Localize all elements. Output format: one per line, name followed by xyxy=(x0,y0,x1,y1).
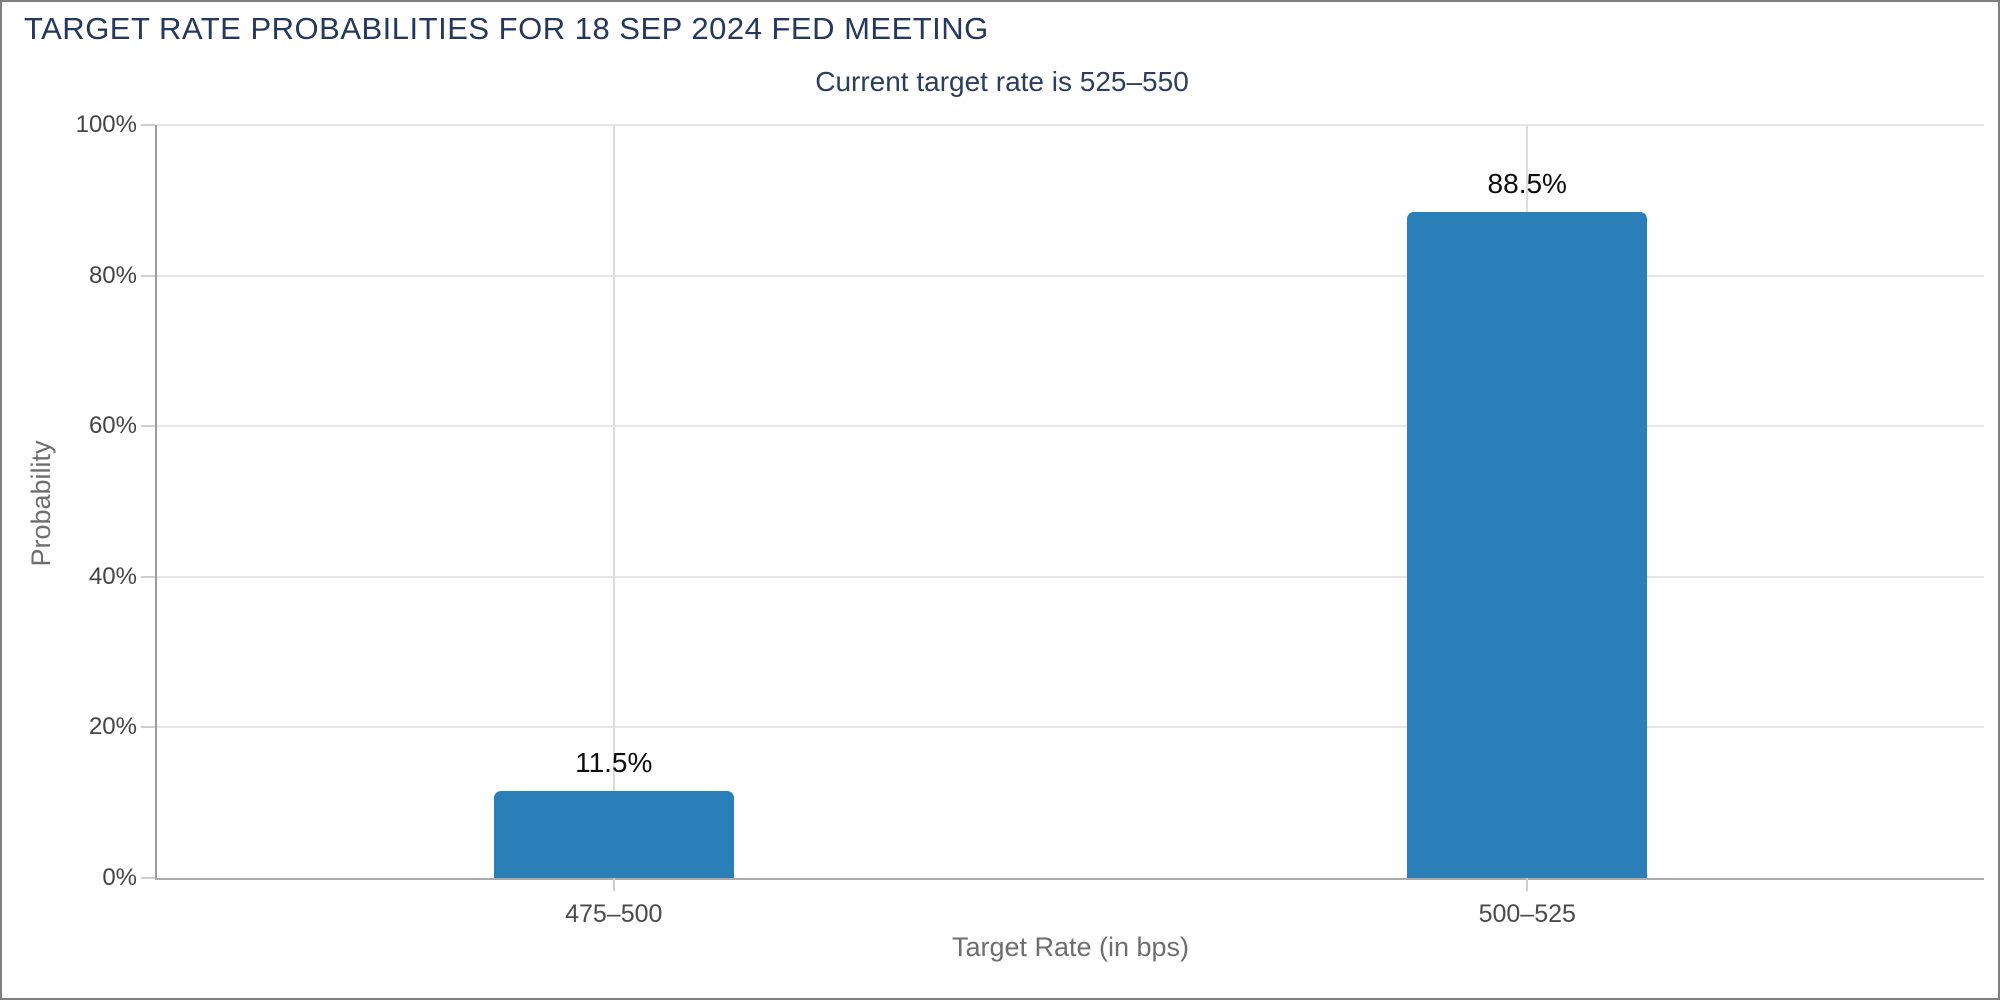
y-tick-mark xyxy=(141,575,155,578)
y-tick-label: 0% xyxy=(102,864,137,891)
plot-area: 0% 20% 40% 60% 80% 100% 11.5% 475–500 88.5% 500–5… xyxy=(76,113,1984,928)
y-axis-line xyxy=(155,125,157,878)
v-gridline xyxy=(612,125,615,878)
probability-bar[interactable] xyxy=(1407,211,1648,878)
y-tick-label: 60% xyxy=(88,412,137,440)
bar-value-label: 88.5% xyxy=(1487,167,1567,199)
y-tick-mark xyxy=(141,877,155,879)
chart-subtitle: Current target rate is 525–550 xyxy=(815,66,1189,97)
y-tick-mark xyxy=(141,274,155,277)
h-gridline xyxy=(157,425,1984,428)
probability-bar[interactable] xyxy=(493,791,734,878)
h-gridline xyxy=(157,726,1984,729)
y-tick-label: 100% xyxy=(75,111,137,138)
x-tick-mark xyxy=(1526,878,1529,891)
y-tick-mark xyxy=(141,425,155,428)
x-tick-label: 475–500 xyxy=(565,900,663,928)
x-tick-label: 500–525 xyxy=(1478,900,1576,928)
x-axis-title: Target Rate (in bps) xyxy=(951,932,1190,962)
y-tick-label: 80% xyxy=(88,261,137,289)
h-gridline xyxy=(157,575,1984,578)
y-tick-mark xyxy=(141,726,155,729)
y-tick-mark xyxy=(141,124,155,126)
chart-title: TARGET RATE PROBABILITIES FOR 18 SEP 202… xyxy=(24,11,989,46)
h-gridline xyxy=(157,124,1984,126)
y-tick-label: 40% xyxy=(88,562,137,590)
x-axis-line xyxy=(155,878,1984,880)
y-axis-title: Probability xyxy=(26,440,56,567)
h-gridline xyxy=(157,274,1984,277)
bar-value-label: 11.5% xyxy=(575,747,653,779)
x-tick-mark xyxy=(612,878,615,891)
y-tick-label: 20% xyxy=(88,713,137,741)
